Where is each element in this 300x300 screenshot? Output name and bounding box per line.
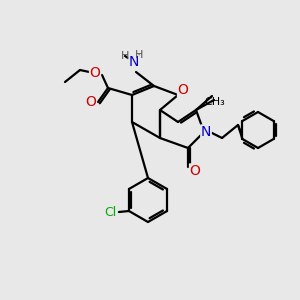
Text: O: O <box>190 164 200 178</box>
Text: O: O <box>90 66 101 80</box>
Text: N: N <box>129 55 139 69</box>
Text: CH₃: CH₃ <box>204 97 225 107</box>
Text: O: O <box>178 83 188 97</box>
Text: H: H <box>135 50 143 60</box>
Text: H: H <box>121 51 129 61</box>
Text: O: O <box>85 95 96 109</box>
Text: N: N <box>201 125 211 139</box>
Text: Cl: Cl <box>104 206 116 220</box>
